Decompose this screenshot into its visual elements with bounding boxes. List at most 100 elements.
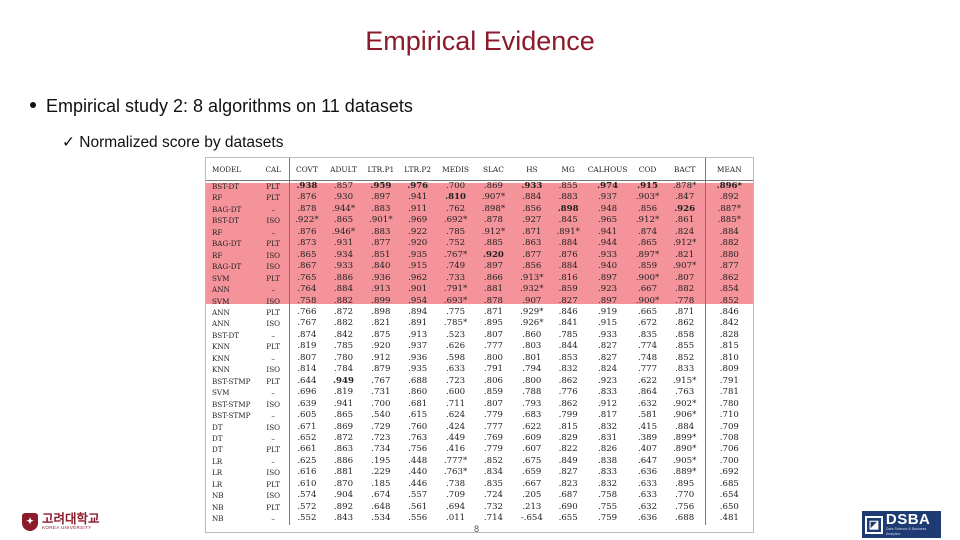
score-cell: .882 (719, 238, 739, 249)
score-cell: .862 (664, 318, 706, 330)
score-cell: .763 (664, 387, 706, 399)
calibration-cell: PLT (257, 478, 290, 491)
score-cell: .912 (371, 352, 391, 363)
table-row: ANN PLT .766 .872 .898 .894 .775 .871 .929* .846.… (206, 306, 753, 319)
score-cell: .416 (446, 444, 466, 455)
model-cell: SVM (212, 273, 230, 283)
score-cell: .011 (446, 513, 466, 524)
model-cell: BST-STMP (212, 376, 251, 386)
score-cell: .876 (297, 192, 317, 203)
score-cell: .734 (371, 444, 391, 455)
score-cell: .622 (522, 421, 542, 432)
score-cell: .904 (333, 490, 354, 501)
score-cell: .923 (598, 375, 618, 386)
score-cell: .581 (637, 410, 658, 421)
score-cell: .633 (637, 490, 658, 501)
model-cell: SVM (212, 296, 230, 306)
score-cell: .881 (483, 284, 504, 295)
score-cell: .894 (408, 306, 428, 317)
calibration-cell: ISO (257, 398, 290, 411)
score-cell: .934 (333, 249, 354, 260)
score-cell: .609 (522, 432, 542, 443)
score-cell: .919 (598, 306, 618, 317)
score-cell: .779 (483, 444, 504, 455)
model-cell: NB (212, 502, 224, 512)
score-cell: .723 (446, 375, 466, 386)
calibration-cell: – (257, 329, 290, 342)
score-cell: .605 (297, 410, 317, 421)
score-cell: .884 (522, 192, 542, 203)
score-cell: .884 (333, 284, 354, 295)
score-cell: .937 (408, 341, 428, 352)
table-row: NB – .552 .843 .534 .556 .011 .714 -.654 .655 .759… (206, 513, 753, 525)
column-header-slac: SLAC (474, 158, 513, 181)
score-cell: .874 (297, 329, 317, 340)
score-cell: .806 (483, 375, 504, 386)
score-cell: .800 (483, 352, 504, 363)
table-row: BST-STMP PLT .644 .949 .767 .688 .723 .806 .800.… (206, 375, 753, 388)
score-cell: .887* (717, 203, 742, 214)
score-cell: .882 (664, 284, 706, 296)
score-cell: .764 (297, 284, 317, 295)
score-cell: .781 (719, 387, 739, 398)
score-cell: .856 (522, 261, 542, 272)
korea-university-name: 고려대학교 (42, 511, 100, 526)
column-header-hs: HS (512, 158, 552, 181)
model-cell: BST-DT (212, 216, 240, 226)
score-cell: .552 (297, 513, 317, 524)
score-cell: .809 (719, 364, 739, 375)
score-cell: .706 (719, 444, 739, 455)
calibration-cell: ISO (257, 467, 290, 479)
score-cell: .889* (664, 467, 706, 479)
score-cell: .976 (399, 180, 437, 193)
score-cell: .791 (483, 364, 504, 375)
score-cell: .907 (522, 295, 542, 306)
score-cell: .905* (664, 455, 706, 468)
score-cell: .667 (522, 478, 542, 489)
score-cell: .448 (408, 455, 428, 466)
score-cell: .791 (719, 375, 739, 386)
results-table: MODEL CAL COVT ADULT LTR.P1 LTR.P2 MEDIS SLAC HS… (206, 158, 753, 525)
score-cell: .732 (483, 501, 504, 512)
score-cell: .540 (371, 410, 391, 421)
score-cell: .655 (558, 513, 578, 524)
score-cell: .865 (333, 215, 354, 226)
table-row: NB PLT .572 .892 .648 .561 .694 .732 .213 .690 .75… (206, 501, 753, 514)
score-cell: .821 (664, 249, 706, 262)
score-cell: .685 (719, 478, 739, 489)
score-cell: .777 (637, 364, 658, 375)
score-cell: .866 (483, 272, 504, 283)
score-cell: .862 (719, 272, 739, 283)
score-cell: .883 (371, 226, 391, 237)
score-cell: .810 (445, 192, 467, 203)
score-cell: .882 (333, 318, 354, 329)
score-cell: .681 (408, 398, 428, 409)
score-cell: .903* (635, 192, 660, 203)
score-cell: .229 (371, 467, 391, 478)
score-cell: .819 (297, 341, 317, 352)
score-cell: .974 (584, 180, 631, 193)
score-cell: .661 (297, 444, 317, 455)
score-cell: .793 (522, 398, 542, 409)
score-cell: .648 (371, 501, 391, 512)
table-row: KNN – .807 .780 .912 .936 .598 .800 .801 .853 .827… (206, 352, 753, 365)
score-cell: .785* (443, 318, 468, 329)
score-cell: .838 (598, 455, 618, 466)
score-cell: .829 (558, 432, 578, 443)
score-cell: .885 (483, 238, 504, 249)
score-cell: .913* (520, 272, 544, 283)
score-cell: .756 (664, 501, 706, 514)
score-cell: .626 (446, 341, 466, 352)
score-cell: .449 (446, 432, 466, 443)
score-cell: .733 (446, 272, 466, 283)
calibration-cell: PLT (257, 192, 290, 204)
score-cell: .863 (333, 444, 354, 455)
score-cell: .936 (408, 352, 428, 363)
score-cell: .867 (297, 261, 317, 272)
score-cell: .777 (483, 341, 504, 352)
score-cell: .827 (598, 352, 618, 363)
score-cell: .624 (446, 410, 466, 421)
score-cell: .767* (443, 249, 468, 260)
score-cell: .714 (483, 513, 504, 524)
score-cell: .912* (481, 226, 506, 237)
